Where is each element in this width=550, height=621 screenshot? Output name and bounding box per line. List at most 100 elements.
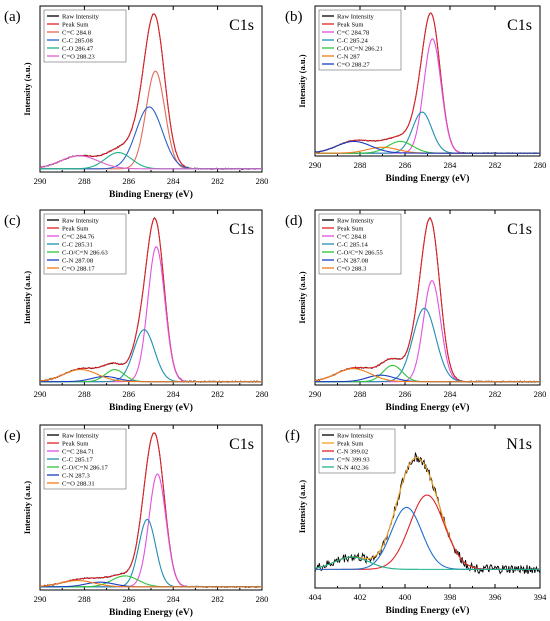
x-tick-label: 290 xyxy=(34,176,47,186)
x-axis-label: Binding Energy (eV) xyxy=(386,402,470,413)
series-line-2 xyxy=(315,279,540,383)
series-line-3 xyxy=(40,329,262,383)
series-line-5 xyxy=(40,375,262,383)
series-line-3 xyxy=(315,307,540,383)
panel-title: C1s xyxy=(229,221,254,238)
legend-entry: C-N 399.02 xyxy=(337,449,368,456)
x-tick-label: 288 xyxy=(354,160,367,170)
legend-entry: C=O 288.27 xyxy=(337,62,370,69)
x-tick-label: 286 xyxy=(122,389,135,399)
x-tick-label: 286 xyxy=(399,389,412,399)
panel-e: 290 288 286 284 282 280 Binding Energy (eV) Int… xyxy=(4,424,269,618)
y-axis-label: Intensity (a.u.) xyxy=(22,481,32,534)
x-tick-label: 284 xyxy=(444,160,458,170)
x-tick-label: 286 xyxy=(122,176,135,186)
x-tick-label: 396 xyxy=(489,592,502,602)
series-line-6 xyxy=(315,140,540,154)
panel-label: (e) xyxy=(4,428,21,444)
legend-entry: C=O 288.17 xyxy=(62,266,95,273)
x-tick-label: 282 xyxy=(489,160,502,170)
legend-entry: Raw Intensity xyxy=(337,14,375,21)
x-tick-label: 286 xyxy=(122,594,135,604)
panel-label: (a) xyxy=(4,9,21,25)
x-tick-label: 280 xyxy=(534,160,547,170)
panel-label: (f) xyxy=(285,428,300,444)
panel-title: C1s xyxy=(507,17,532,34)
x-tick-label: 280 xyxy=(256,176,269,186)
legend-entry: C=C 284.78 xyxy=(337,30,370,37)
legend-entry: C=O 288.3 xyxy=(337,266,367,273)
legend-entry: C-C 285.24 xyxy=(337,38,368,45)
x-tick-label: 290 xyxy=(34,389,47,399)
series-line-0 xyxy=(315,451,540,575)
y-axis-label: Intensity (a.u.) xyxy=(297,480,307,533)
legend-entry: C=O 288.23 xyxy=(62,54,95,61)
y-axis-label: Intensity (a.u.) xyxy=(22,62,32,115)
panel-a: 290 288 286 284 282 280 Binding Energy (eV) Int… xyxy=(4,5,269,200)
legend-entry: C-O/C=N 286.21 xyxy=(337,46,383,53)
x-tick-label: 402 xyxy=(354,592,367,602)
legend-entry: Peak Sum xyxy=(62,22,89,29)
series-line-6 xyxy=(40,368,262,383)
panel-b: 290 288 286 284 282 280 Binding Energy (eV) Int… xyxy=(285,5,547,184)
panel-title: N1s xyxy=(506,436,532,453)
legend-entry: C=C 284.8 xyxy=(62,30,92,37)
x-tick-label: 398 xyxy=(444,592,457,602)
panel-c: 290 288 286 284 282 280 Binding Energy (eV) Int… xyxy=(4,209,269,413)
x-tick-label: 280 xyxy=(256,389,269,399)
series-line-6 xyxy=(315,368,540,383)
series-line-4 xyxy=(40,575,262,588)
legend-entry: C-C 285.31 xyxy=(62,242,93,249)
series-line-4 xyxy=(315,556,540,570)
x-tick-label: 280 xyxy=(534,389,547,399)
series-line-3 xyxy=(40,518,262,588)
legend-entry: Peak Sum xyxy=(337,226,364,233)
legend-entry: Peak Sum xyxy=(337,22,364,29)
legend-entry: C-C 285.08 xyxy=(62,38,93,45)
curves xyxy=(315,216,540,383)
x-tick-label: 280 xyxy=(256,594,269,604)
x-tick-label: 288 xyxy=(78,176,91,186)
legend-entry: C-C 285.17 xyxy=(62,457,93,464)
series-line-2 xyxy=(40,473,262,588)
legend-entry: Raw Intensity xyxy=(62,14,100,21)
x-tick-label: 286 xyxy=(399,160,412,170)
series-line-3 xyxy=(315,506,540,570)
x-tick-label: 284 xyxy=(167,389,181,399)
series-line-4 xyxy=(40,151,262,170)
x-axis-label: Binding Energy (eV) xyxy=(109,402,193,413)
series-line-4 xyxy=(40,369,262,383)
series-line-5 xyxy=(315,374,540,383)
x-tick-label: 288 xyxy=(354,389,367,399)
legend-entry: C=C 284.71 xyxy=(62,449,94,456)
panel-title: C1s xyxy=(229,436,254,453)
series-line-5 xyxy=(40,155,262,170)
legend-entry: C-N 287.08 xyxy=(337,258,369,265)
legend-entry: C=C 284.76 xyxy=(62,234,95,241)
legend-entry: C-N 287.3 xyxy=(62,473,91,480)
x-axis-label: Binding Energy (eV) xyxy=(109,607,193,618)
panel-title: C1s xyxy=(229,17,254,34)
x-tick-label: 284 xyxy=(167,176,181,186)
legend-entry: Raw Intensity xyxy=(62,433,100,440)
legend-entry: C-C 285.14 xyxy=(337,242,368,249)
x-tick-label: 290 xyxy=(34,594,47,604)
legend-entry: Peak Sum xyxy=(62,226,89,233)
legend-entry: N-N 402.36 xyxy=(337,465,369,472)
x-tick-label: 284 xyxy=(167,594,181,604)
series-line-6 xyxy=(40,580,262,588)
series-line-1 xyxy=(315,457,540,570)
legend-entry: C-O/C=N 286.55 xyxy=(337,250,384,257)
x-axis-label: Binding Energy (eV) xyxy=(386,605,470,616)
x-tick-label: 394 xyxy=(534,592,548,602)
legend-entry: C=C 284.8 xyxy=(337,234,367,241)
legend-entry: C=N 399.93 xyxy=(337,457,370,464)
panel-label: (d) xyxy=(285,213,303,229)
legend-entry: C-O 286.47 xyxy=(62,46,94,53)
legend-entry: C-N 287 xyxy=(337,54,361,61)
x-axis-label: Binding Energy (eV) xyxy=(386,173,470,184)
